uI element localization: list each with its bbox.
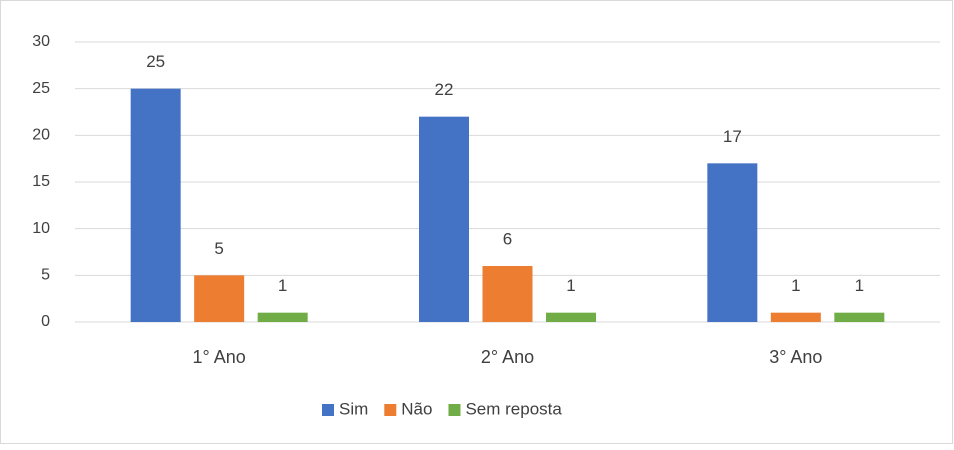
y-tick-label: 5 xyxy=(41,267,50,284)
bar xyxy=(834,312,885,322)
data-label: 6 xyxy=(503,229,512,248)
y-tick-label: 0 xyxy=(41,313,50,330)
legend-swatch xyxy=(384,404,397,416)
legend-label: Não xyxy=(401,399,432,418)
bar xyxy=(707,163,758,322)
data-label: 17 xyxy=(723,127,742,146)
data-label: 1 xyxy=(566,276,575,295)
bar xyxy=(257,312,308,322)
y-tick-label: 30 xyxy=(32,33,50,50)
bar xyxy=(419,116,469,323)
bar xyxy=(194,275,245,322)
bar xyxy=(130,88,181,323)
x-tick-label: 2° Ano xyxy=(481,347,534,367)
y-tick-label: 25 xyxy=(32,80,50,97)
legend-swatch xyxy=(322,404,334,416)
y-tick-label: 20 xyxy=(32,127,50,144)
bar xyxy=(770,312,821,322)
y-tick-label: 15 xyxy=(32,173,50,190)
data-label: 1 xyxy=(278,276,287,295)
data-label: 22 xyxy=(435,80,454,99)
x-tick-label: 1° Ano xyxy=(193,347,246,367)
data-label: 25 xyxy=(146,52,165,71)
legend-label: Sim xyxy=(339,399,368,418)
legend-swatch xyxy=(448,404,461,416)
data-label: 5 xyxy=(214,239,223,258)
bar xyxy=(546,312,596,322)
legend-label: Sem reposta xyxy=(465,399,562,418)
data-label: 1 xyxy=(855,276,864,295)
bar xyxy=(482,266,533,322)
x-tick-label: 3° Ano xyxy=(769,347,822,367)
data-label: 1 xyxy=(791,276,800,295)
y-tick-label: 10 xyxy=(32,220,50,237)
